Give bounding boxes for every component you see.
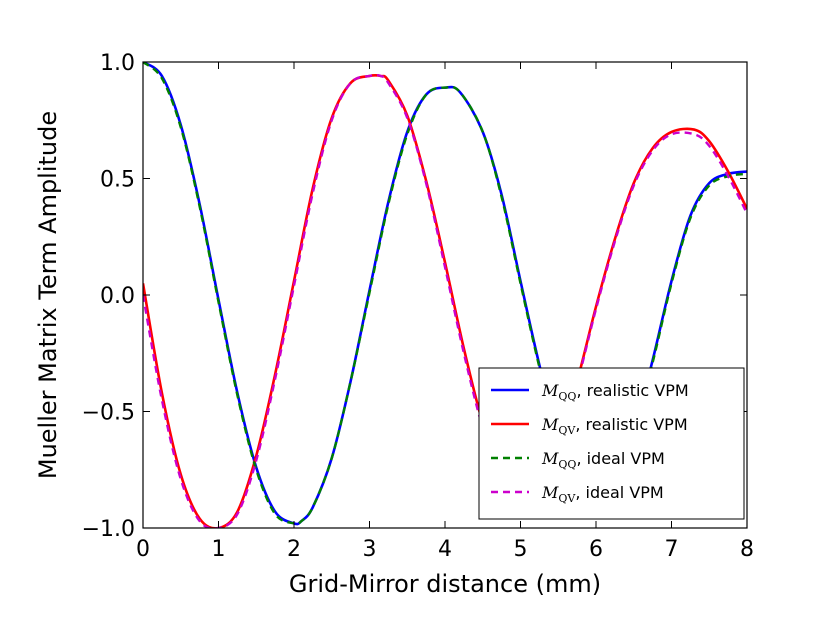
legend-label-1: MQQ, realistic VPM xyxy=(541,381,689,403)
x-tick-label: 7 xyxy=(665,537,679,562)
x-tick-label: 1 xyxy=(212,537,226,562)
y-tick-label: −0.5 xyxy=(82,401,135,426)
legend-label-3: MQQ, ideal VPM xyxy=(541,449,665,471)
x-tick-label: 4 xyxy=(438,537,452,562)
x-tick-label: 5 xyxy=(514,537,528,562)
ticks-layer: 0 1 2 3 4 5 6 7 8 −1.0 −0.5 0.0 0.5 1.0 xyxy=(82,51,754,562)
x-axis-label: Grid-Mirror distance (mm) xyxy=(289,570,601,598)
series-line-4 xyxy=(143,73,747,528)
y-tick-label: 0.0 xyxy=(100,284,135,309)
legend-box xyxy=(478,367,745,520)
series-line-2 xyxy=(143,73,747,528)
y-tick-label: 0.5 xyxy=(100,168,135,193)
x-tick-label: 6 xyxy=(589,537,603,562)
y-tick-label: 1.0 xyxy=(100,51,135,76)
y-tick-label: −1.0 xyxy=(82,517,135,542)
x-tick-label: 8 xyxy=(740,537,754,562)
x-tick-label: 0 xyxy=(136,537,150,562)
legend-label-4: MQV, ideal VPM xyxy=(541,483,664,505)
x-tick-label: 2 xyxy=(287,537,301,562)
x-tick-label: 3 xyxy=(363,537,377,562)
legend: MQQ, realistic VPM MQV, realistic VPM MQQ,… xyxy=(478,367,745,520)
legend-label-2: MQV, realistic VPM xyxy=(541,415,688,437)
y-axis-label: Mueller Matrix Term Amplitude xyxy=(34,111,62,479)
